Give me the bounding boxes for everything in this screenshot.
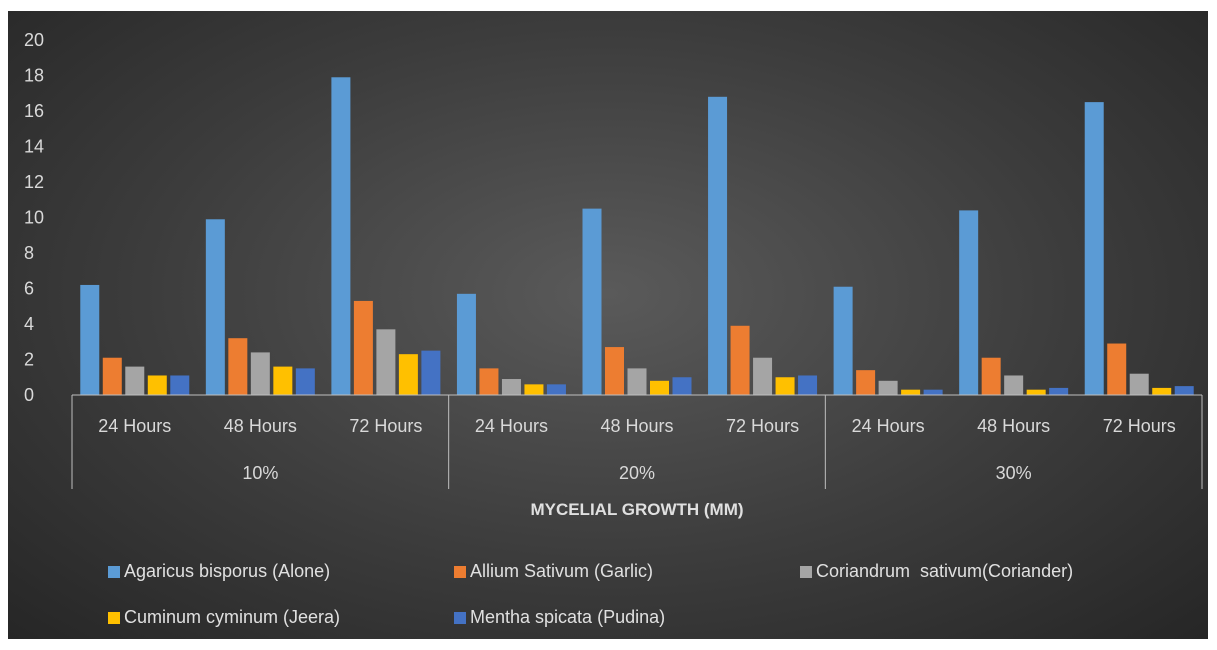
bar (959, 210, 979, 395)
bar (833, 286, 853, 395)
legend-label: Coriandrum sativum(Coriander) (816, 561, 1073, 581)
x-tick-label: 72 Hours (1103, 416, 1176, 436)
bar (456, 293, 476, 395)
x-tick-label: 72 Hours (349, 416, 422, 436)
bar (672, 377, 692, 395)
bar (353, 300, 373, 395)
bar (205, 219, 225, 395)
bar (753, 357, 773, 395)
legend-swatch (800, 566, 812, 578)
legend-label: Allium Sativum (Garlic) (470, 561, 653, 581)
bar (856, 370, 876, 395)
legend: Agaricus bisporus (Alone) Allium Sativum … (108, 561, 1073, 627)
legend-swatch (454, 612, 466, 624)
bar (546, 384, 566, 395)
x-axis-title: MYCELIAL GROWTH (MM) (530, 500, 743, 519)
bar (708, 96, 728, 396)
x-axis: 24 Hours 48 Hours 72 Hours 10% 24 Hours 48 Ho… (71, 394, 1203, 489)
y-tick-label: 16 (24, 101, 44, 121)
legend-label: Agaricus bisporus (Alone) (124, 561, 330, 581)
group-label: 30% (996, 463, 1032, 483)
legend-label: Cuminum cyminum (Jeera) (124, 607, 340, 627)
bar (1174, 386, 1194, 395)
bar (1084, 102, 1104, 395)
x-tick-label: 48 Hours (600, 416, 673, 436)
bar (730, 325, 750, 395)
bar (650, 380, 669, 395)
legend-swatch (108, 566, 120, 578)
bar (1004, 375, 1024, 395)
bar (295, 368, 315, 395)
x-tick-label: 24 Hours (475, 416, 548, 436)
bars (80, 77, 1194, 396)
x-tick-label: 24 Hours (852, 416, 925, 436)
bar (501, 379, 521, 395)
bar (398, 354, 418, 395)
x-tick-label: 48 Hours (977, 416, 1050, 436)
bar (170, 375, 190, 395)
bar-chart: 0 2 4 6 8 10 12 14 16 18 20 24 Hours 48 Hours 72 Hou… (24, 30, 1203, 627)
bar (605, 347, 624, 395)
group-label: 10% (242, 463, 278, 483)
bar (981, 357, 1001, 395)
bar (228, 338, 248, 395)
y-tick-label: 10 (24, 208, 44, 228)
group-label: 20% (619, 463, 655, 483)
bar (923, 389, 943, 395)
y-tick-label: 18 (24, 66, 44, 86)
bar (775, 377, 795, 395)
y-tick-label: 14 (24, 137, 44, 157)
bar (582, 208, 602, 395)
bar (878, 380, 898, 395)
bar (1107, 343, 1127, 395)
bar (1129, 373, 1149, 395)
y-tick-label: 8 (24, 243, 34, 263)
x-tick-label: 48 Hours (224, 416, 297, 436)
legend-label: Mentha spicata (Pudina) (470, 607, 665, 627)
legend-swatch (454, 566, 466, 578)
y-tick-label: 6 (24, 279, 34, 299)
y-tick-label: 4 (24, 314, 34, 334)
y-axis: 0 2 4 6 8 10 12 14 16 18 20 (24, 30, 44, 405)
bar (479, 368, 499, 395)
bar (627, 368, 647, 395)
y-tick-label: 0 (24, 385, 34, 405)
bar (125, 366, 145, 395)
bar (273, 366, 293, 395)
x-tick-label: 72 Hours (726, 416, 799, 436)
bar (331, 77, 351, 396)
y-tick-label: 12 (24, 172, 44, 192)
bar (376, 329, 396, 395)
bar (421, 350, 441, 395)
y-tick-label: 20 (24, 30, 44, 50)
bar (250, 352, 270, 395)
bar (1026, 389, 1046, 395)
x-tick-label: 24 Hours (98, 416, 171, 436)
legend-swatch (108, 612, 120, 624)
bar (80, 284, 100, 395)
bar (1152, 387, 1172, 395)
bar (901, 389, 921, 395)
bar (1049, 387, 1069, 395)
bar (524, 384, 544, 395)
chart-area: 0 2 4 6 8 10 12 14 16 18 20 24 Hours 48 Hours 72 Hou… (8, 11, 1208, 639)
y-tick-label: 2 (24, 350, 34, 370)
bar (102, 357, 122, 395)
bar (147, 375, 167, 395)
bar (798, 375, 818, 395)
